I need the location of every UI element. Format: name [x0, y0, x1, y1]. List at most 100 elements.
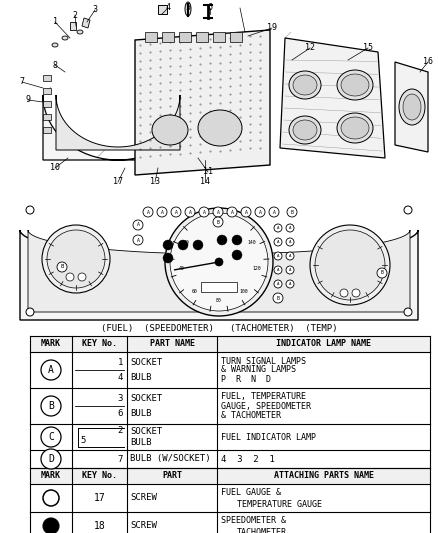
Text: A: A: [277, 268, 279, 272]
Ellipse shape: [165, 208, 273, 316]
Ellipse shape: [399, 89, 425, 125]
Text: 140: 140: [247, 240, 256, 246]
FancyBboxPatch shape: [43, 88, 51, 94]
Text: GAUGE, SPEEDOMETER: GAUGE, SPEEDOMETER: [221, 401, 311, 410]
Ellipse shape: [157, 207, 167, 217]
Ellipse shape: [133, 235, 143, 245]
FancyBboxPatch shape: [145, 32, 157, 42]
Polygon shape: [20, 230, 418, 320]
Text: 11: 11: [203, 167, 213, 176]
Text: MARK: MARK: [41, 472, 61, 481]
Text: FUEL INDICATOR LAMP: FUEL INDICATOR LAMP: [221, 432, 316, 441]
Polygon shape: [28, 230, 410, 312]
Text: 80: 80: [216, 297, 222, 303]
Ellipse shape: [289, 71, 321, 99]
Ellipse shape: [337, 113, 373, 143]
Text: 19: 19: [267, 23, 277, 33]
Text: A: A: [277, 240, 279, 244]
Ellipse shape: [289, 116, 321, 144]
Text: A: A: [289, 240, 291, 244]
Ellipse shape: [52, 43, 58, 47]
Ellipse shape: [213, 217, 223, 227]
Ellipse shape: [274, 238, 282, 246]
Ellipse shape: [286, 280, 294, 288]
Ellipse shape: [199, 207, 209, 217]
Text: 18: 18: [94, 521, 106, 531]
FancyBboxPatch shape: [201, 282, 237, 292]
Ellipse shape: [213, 207, 223, 217]
Text: B: B: [216, 220, 219, 224]
FancyBboxPatch shape: [179, 32, 191, 42]
Text: A: A: [147, 209, 149, 214]
Text: TACHOMETER: TACHOMETER: [237, 528, 287, 533]
Ellipse shape: [274, 266, 282, 274]
Text: A: A: [216, 209, 219, 214]
Text: A: A: [137, 222, 139, 228]
FancyBboxPatch shape: [30, 468, 430, 484]
FancyBboxPatch shape: [43, 75, 51, 81]
Text: TURN SIGNAL LAMPS: TURN SIGNAL LAMPS: [221, 357, 306, 366]
FancyBboxPatch shape: [30, 352, 430, 388]
Ellipse shape: [26, 206, 34, 214]
Text: A: A: [48, 365, 54, 375]
Ellipse shape: [352, 289, 360, 297]
Ellipse shape: [78, 273, 86, 281]
Text: 14: 14: [200, 177, 210, 187]
Ellipse shape: [274, 280, 282, 288]
Ellipse shape: [26, 308, 34, 316]
Ellipse shape: [269, 207, 279, 217]
Text: (FUEL)  (SPEEDOMETER)   (TACHOMETER)  (TEMP): (FUEL) (SPEEDOMETER) (TACHOMETER) (TEMP): [101, 324, 337, 333]
Text: A: A: [161, 209, 163, 214]
Ellipse shape: [286, 252, 294, 260]
Text: SPEEDOMETER &: SPEEDOMETER &: [221, 516, 286, 525]
Text: A: A: [175, 209, 177, 214]
Text: 1: 1: [53, 18, 57, 27]
Text: A: A: [137, 238, 139, 243]
Text: A: A: [202, 209, 205, 214]
FancyBboxPatch shape: [43, 101, 51, 107]
Text: SOCKET: SOCKET: [130, 427, 162, 437]
Text: TEMPERATURE GAUGE: TEMPERATURE GAUGE: [237, 499, 322, 508]
Text: 4  3  2  1: 4 3 2 1: [221, 455, 275, 464]
Polygon shape: [43, 95, 193, 160]
Ellipse shape: [215, 258, 223, 266]
Ellipse shape: [133, 220, 143, 230]
Ellipse shape: [286, 266, 294, 274]
Text: 5: 5: [186, 4, 191, 12]
Ellipse shape: [341, 74, 369, 96]
Text: 20: 20: [183, 240, 189, 246]
Text: D: D: [48, 454, 54, 464]
Text: A: A: [230, 209, 233, 214]
Text: B: B: [381, 271, 383, 276]
Ellipse shape: [377, 268, 387, 278]
Ellipse shape: [310, 225, 390, 305]
Text: 10: 10: [50, 164, 60, 173]
Text: B: B: [60, 264, 64, 270]
Text: 3: 3: [118, 394, 123, 403]
Text: 100: 100: [239, 288, 248, 294]
Ellipse shape: [227, 207, 237, 217]
Text: ATTACHING PARTS NAME: ATTACHING PARTS NAME: [273, 472, 374, 481]
Ellipse shape: [404, 308, 412, 316]
Text: 13: 13: [150, 177, 160, 187]
Ellipse shape: [57, 262, 67, 272]
Text: B: B: [290, 209, 293, 214]
Ellipse shape: [170, 213, 268, 311]
Ellipse shape: [255, 207, 265, 217]
Text: A: A: [289, 282, 291, 286]
Text: 4: 4: [118, 373, 123, 382]
Text: BULB (W/SOCKET): BULB (W/SOCKET): [130, 455, 211, 464]
Ellipse shape: [273, 293, 283, 303]
Text: A: A: [277, 254, 279, 258]
Text: SOCKET: SOCKET: [130, 394, 162, 403]
FancyBboxPatch shape: [30, 484, 430, 512]
FancyBboxPatch shape: [30, 336, 430, 352]
Ellipse shape: [41, 360, 61, 380]
Text: KEY No.: KEY No.: [82, 340, 117, 349]
Ellipse shape: [185, 207, 195, 217]
Text: & WARNING LAMPS: & WARNING LAMPS: [221, 366, 296, 375]
Ellipse shape: [286, 224, 294, 232]
Text: 15: 15: [363, 44, 373, 52]
Text: 2: 2: [73, 11, 78, 20]
Text: 17: 17: [113, 177, 123, 187]
